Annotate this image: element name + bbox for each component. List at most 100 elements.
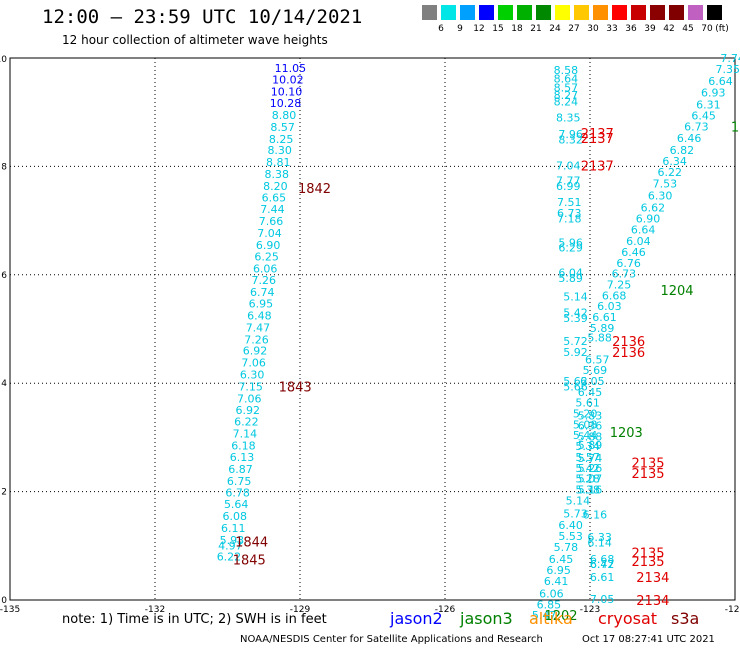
swh-value-label: 6.06	[539, 587, 564, 600]
swh-value-label: 10.28	[270, 97, 302, 110]
swh-value-label: 6.45	[549, 553, 574, 566]
swh-value-label: 6.85	[537, 598, 562, 611]
swh-value-label: 7.44	[260, 203, 285, 216]
time-label: 2136	[612, 335, 645, 350]
swh-value-label: 6.90	[256, 239, 281, 252]
legend-label: 15	[492, 24, 504, 34]
legend-label: 21	[530, 24, 542, 34]
swh-value-label: 6.78	[225, 487, 250, 500]
swh-value-label: 6.93	[701, 87, 726, 100]
swh-value-label: 10.02	[272, 74, 304, 87]
satellite-altika: altika	[529, 609, 573, 628]
swh-value-label: 6.68	[590, 553, 615, 566]
swh-value-label: 7.26	[244, 333, 269, 346]
y-tick-label: 4	[1, 379, 7, 389]
swh-value-label: 6.46	[677, 132, 702, 145]
legend-swatch	[593, 5, 608, 20]
swh-value-label: 7.04	[257, 227, 282, 240]
legend-swatch	[707, 5, 722, 20]
swh-value-label: 7.05	[590, 593, 615, 606]
legend-swatch	[669, 5, 684, 20]
swh-value-label: 6.06	[253, 262, 278, 275]
x-tick-label: -135	[0, 605, 20, 615]
footer-note: note: 1) Time is in UTC; 2) SWH is in fe…	[62, 612, 327, 627]
legend-swatch	[536, 5, 551, 20]
swh-value-label: 7.51	[557, 196, 582, 209]
swh-value-label: 7.14	[233, 428, 258, 441]
swh-value-label: 5.74	[578, 452, 603, 465]
swh-value-label: 6.95	[249, 298, 274, 311]
swh-value-label: 6.65	[262, 191, 287, 204]
swh-value-label: 6.72	[590, 558, 615, 571]
legend-label: 39	[644, 24, 656, 34]
footer-timestamp: Oct 17 08:27:41 UTC 2021	[582, 634, 715, 645]
swh-value-label: 8.64	[554, 73, 579, 86]
y-tick-label: 8	[1, 162, 7, 172]
swh-value-label: 6.45	[691, 109, 716, 122]
swh-value-label: 5.42	[575, 462, 600, 475]
legend-swatch	[612, 5, 627, 20]
swh-value-label: 8.80	[272, 109, 297, 122]
swh-value-label: 6.92	[236, 404, 261, 417]
time-label: 2135	[631, 546, 664, 561]
legend-label: 9	[457, 24, 463, 34]
swh-value-label: 6.76	[616, 257, 641, 270]
swh-value-label: 4.97	[218, 539, 243, 552]
swh-value-label: 7.96	[558, 128, 583, 141]
swh-value-label: 5.57	[575, 451, 600, 464]
time-label: 1203	[610, 426, 643, 441]
legend-swatch	[479, 5, 494, 20]
swh-value-label: 6.33	[587, 531, 612, 544]
x-tick-label: -123	[580, 605, 600, 615]
time-label: 2136	[612, 346, 645, 361]
swh-value-label: 8.57	[554, 81, 579, 94]
swh-value-label: 8.24	[554, 95, 579, 108]
footer-organization: NOAA/NESDIS Center for Satellite Applica…	[240, 634, 543, 645]
page-subtitle: 12 hour collection of altimeter wave hei…	[62, 33, 328, 47]
swh-value-label: 6.34	[662, 155, 687, 168]
y-tick-label: 0	[1, 596, 7, 606]
swh-value-label: 8.58	[554, 64, 579, 77]
time-label: 1	[731, 120, 739, 135]
swh-value-label: 8.38	[265, 168, 290, 181]
swh-value-label: 11.05	[275, 62, 307, 75]
satellite-s3a: s3a	[671, 609, 700, 628]
swh-value-label: 7.47	[246, 321, 271, 334]
swh-value-label: 5.14	[566, 494, 591, 507]
swh-value-label: 6.62	[641, 202, 666, 215]
y-tick-label: 2	[1, 488, 7, 498]
swh-value-label: 6.48	[247, 309, 272, 322]
x-tick-label: -120	[725, 605, 740, 615]
swh-value-label: 5.83	[578, 410, 603, 423]
swh-value-label: 8.20	[263, 180, 288, 193]
swh-value-label: 8.30	[267, 144, 292, 157]
swh-value-label: 6.13	[230, 451, 255, 464]
swh-value-label: 7.77	[556, 174, 581, 187]
swh-value-label: 7.26	[252, 274, 277, 287]
swh-value-label: 7.06	[237, 392, 262, 405]
swh-value-label: 6.04	[558, 267, 583, 280]
swh-value-label: 5.93	[220, 534, 245, 547]
satellite-jason3: jason3	[460, 609, 513, 628]
time-label: 2137	[581, 127, 614, 142]
swh-value-label: 7.06	[241, 357, 266, 370]
x-tick-label: -132	[145, 605, 165, 615]
swh-value-label: 6.03	[597, 300, 622, 313]
swh-value-label: 8.57	[270, 121, 295, 134]
swh-value-label: 5.96	[558, 236, 583, 249]
legend-label: 45	[682, 24, 694, 34]
x-tick-label: -126	[435, 605, 456, 615]
swh-value-label: 5.14	[563, 290, 588, 303]
swh-value-label: 5.34	[575, 440, 600, 453]
swh-value-label: 5.66	[563, 380, 588, 393]
swh-value-label: 5.42	[563, 307, 588, 320]
time-label: 2135	[631, 456, 664, 471]
swh-value-label: 7.18	[557, 212, 582, 225]
swh-value-label: 5.07	[578, 473, 603, 486]
legend-label: 27	[568, 24, 580, 34]
swh-value-label: 6.73	[557, 207, 582, 220]
swh-value-label: 6.87	[228, 463, 253, 476]
time-label: 2137	[581, 132, 614, 147]
swh-value-label: 5.53	[558, 530, 583, 543]
